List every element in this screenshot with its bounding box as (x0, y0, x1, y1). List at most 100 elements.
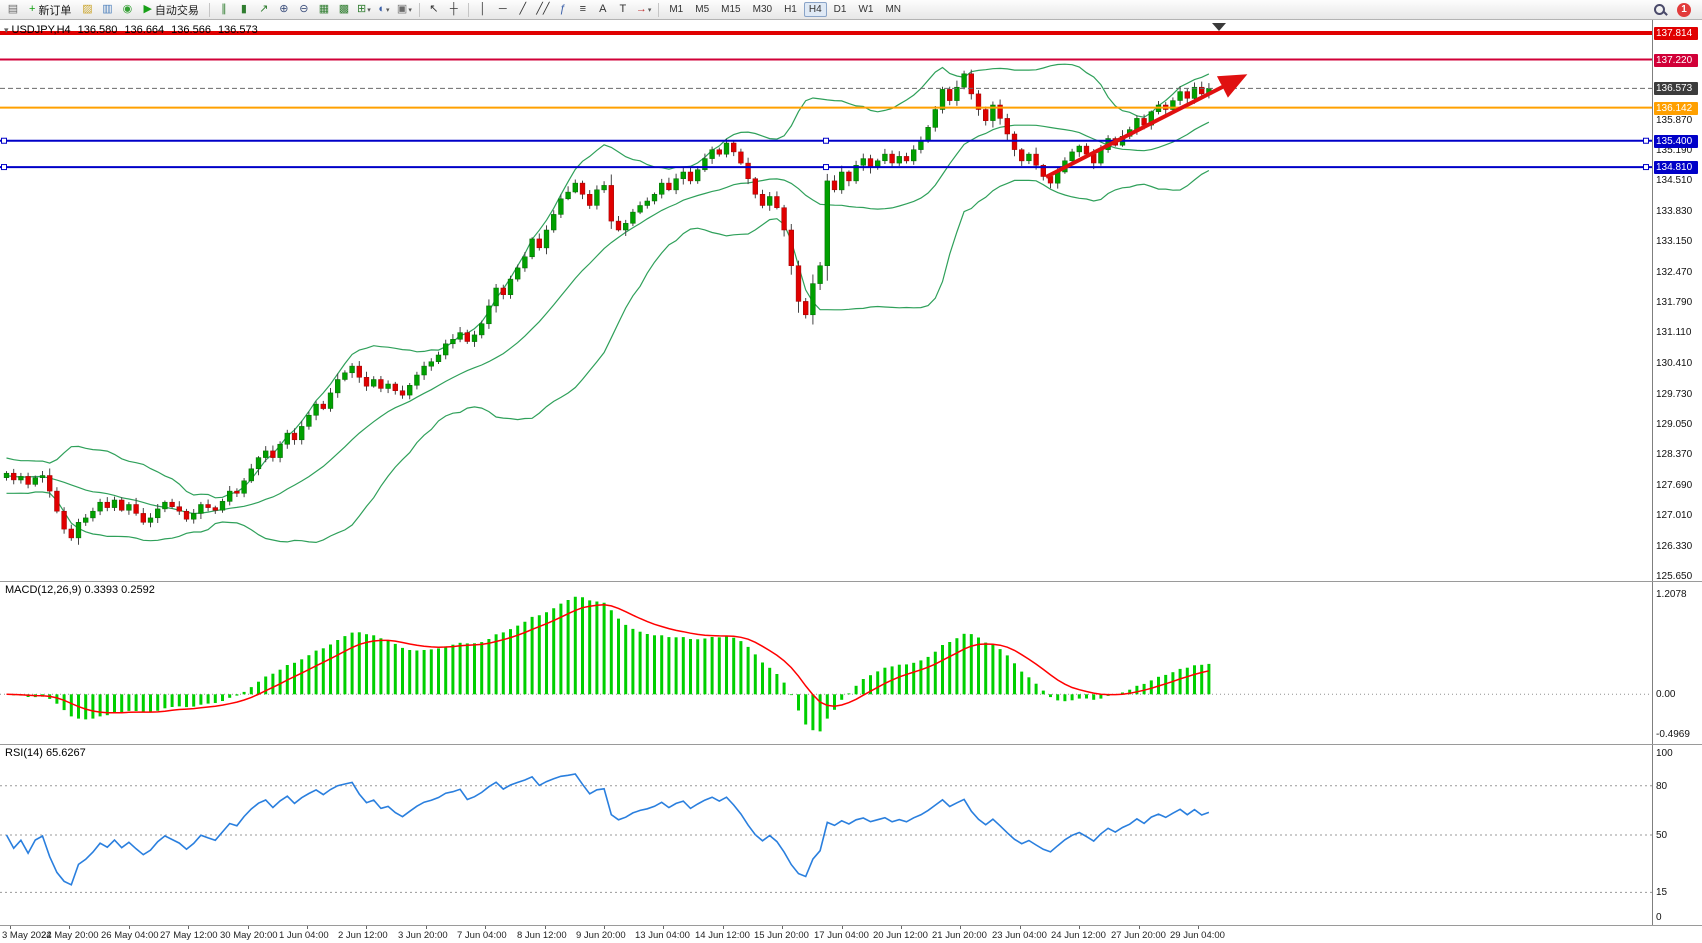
line-chart-icon[interactable]: ↗ (254, 1, 274, 18)
candle-body (263, 450, 269, 458)
candle (853, 160, 859, 184)
time-axis[interactable]: 3 May 2022 24 May 20:00 26 May 04:00 27 May… (0, 926, 1702, 943)
search-icon[interactable] (1652, 2, 1669, 18)
candle-body (183, 510, 190, 520)
candle-body (464, 332, 470, 342)
price-badge: 136.573 (1654, 82, 1698, 95)
time-axis-tick (366, 926, 367, 929)
candles-layer (3, 69, 1212, 545)
trend-arrow-object[interactable] (1045, 74, 1248, 179)
one-click-trading-toggle[interactable]: ▾ (4, 24, 9, 35)
candle-body (932, 109, 938, 128)
candle-body (133, 504, 139, 514)
main-chart-canvas[interactable] (0, 20, 1652, 581)
candle (284, 429, 290, 449)
candle-body (493, 287, 499, 307)
zoom-out-icon[interactable]: ⊖ (294, 1, 314, 18)
periods-glyph: ◐ (378, 3, 385, 15)
timeframe-w1-button[interactable]: W1 (858, 4, 874, 15)
line-handle[interactable] (1, 137, 7, 144)
candle (767, 192, 773, 211)
notification-badge[interactable]: 1 (1677, 2, 1691, 17)
candle-body (745, 162, 751, 179)
candle (551, 210, 557, 233)
text-label-icon[interactable]: T (613, 1, 633, 18)
rsi-line (5, 773, 1210, 886)
horizontal-line-icon[interactable]: ─ (493, 1, 513, 18)
templates-glyph: ▣ (396, 3, 408, 15)
macd-canvas[interactable] (0, 582, 1652, 744)
panel-separator[interactable] (0, 744, 1702, 745)
time-axis-label: 14 Jun 12:00 (695, 930, 750, 941)
axis-label: 1.2078 (1656, 589, 1687, 600)
arrange-windows-icon[interactable]: ▩ (334, 1, 354, 18)
candle-body (284, 432, 290, 445)
trendline-icon[interactable]: ╱ (513, 1, 533, 18)
candle (536, 233, 542, 251)
timeframe-m15-button[interactable]: M15 (721, 4, 741, 15)
equidistant-channel-glyph: ╱╱ (536, 3, 550, 15)
timeframe-m5-button[interactable]: M5 (695, 4, 710, 15)
time-axis-label: 17 Jun 04:00 (814, 930, 869, 941)
candle-body (1019, 149, 1025, 162)
candle (507, 275, 514, 299)
price-axis[interactable]: 135.870 135.190 134.510 133.830 133.150 132.4… (1652, 20, 1702, 925)
candle-body (83, 517, 89, 523)
time-axis-tick (663, 926, 664, 929)
crosshair-icon[interactable]: ┼ (444, 1, 464, 18)
toolbar-right-group: 1 (1652, 2, 1699, 18)
candle-body (1076, 145, 1082, 153)
bar-chart-icon[interactable]: ∥ (214, 1, 234, 18)
panel-separator[interactable] (0, 581, 1702, 582)
new-order-button[interactable]: + 新订单 (23, 1, 77, 18)
line-handle[interactable] (823, 137, 829, 144)
tile-windows-icon[interactable]: ▦ (314, 1, 334, 18)
line-handle[interactable] (1, 164, 7, 171)
candle-body (1026, 153, 1032, 162)
chart-window-icon[interactable]: ▤ (3, 1, 23, 18)
vertical-line-icon[interactable]: │ (473, 1, 493, 18)
timeframe-m1-button[interactable]: M1 (669, 4, 684, 15)
metaeditor-icon[interactable]: ▨ (77, 1, 97, 18)
timeframe-m30-button[interactable]: M30 (752, 4, 773, 15)
candlestick-chart-icon[interactable]: ▮ (234, 1, 254, 18)
time-axis-label: 27 May 12:00 (160, 930, 218, 941)
indicators-icon[interactable]: ⊞ ▾ (354, 1, 374, 18)
line-handle[interactable] (1643, 137, 1649, 144)
line-handle[interactable] (1643, 164, 1649, 171)
candle-body (983, 109, 989, 121)
line-handle[interactable] (823, 164, 829, 171)
fibonacci-icon[interactable]: ƒ (553, 1, 573, 18)
periods-icon[interactable]: ◐ ▾ (374, 1, 394, 18)
rsi-canvas[interactable] (0, 745, 1652, 925)
candle-body (299, 426, 305, 441)
market-watch-icon[interactable]: ▥ (97, 1, 117, 18)
chart-shift-marker-icon[interactable] (1212, 23, 1226, 31)
candle (666, 177, 672, 192)
timeframe-h1-button[interactable]: H1 (784, 4, 797, 15)
templates-icon[interactable]: ▣ ▾ (394, 1, 415, 18)
timeframe-mn-button[interactable]: MN (885, 4, 902, 15)
candle-body (939, 89, 946, 110)
candle-body (414, 374, 420, 386)
candle (500, 284, 506, 300)
equidistant-channel-icon[interactable]: ╱╱ (533, 1, 553, 18)
text-icon[interactable]: A (593, 1, 613, 18)
zoom-in-icon[interactable]: ⊕ (274, 1, 294, 18)
cursor-glyph: ↖ (429, 3, 439, 15)
cursor-icon[interactable]: ↖ (424, 1, 444, 18)
candle-body (47, 475, 53, 492)
autotrading-button[interactable]: ▶ 自动交易 (137, 1, 204, 18)
horizontal-levels-icon[interactable]: ≡ (573, 1, 593, 18)
axis-label: 129.050 (1656, 419, 1693, 430)
autotrading-button-label: 自动交易 (154, 4, 199, 17)
candle (90, 507, 96, 522)
ohlc-low: 136.566 (171, 24, 211, 36)
navigator-icon[interactable]: ◉ (117, 1, 137, 18)
timeframe-h4-button[interactable]: H4 (803, 2, 827, 17)
arrows-icon[interactable]: → ▾ (633, 1, 655, 18)
candle-body (975, 93, 982, 110)
timeframe-d1-button[interactable]: D1 (833, 4, 847, 15)
axis-label: 131.110 (1656, 327, 1692, 338)
candle-body (529, 238, 535, 258)
